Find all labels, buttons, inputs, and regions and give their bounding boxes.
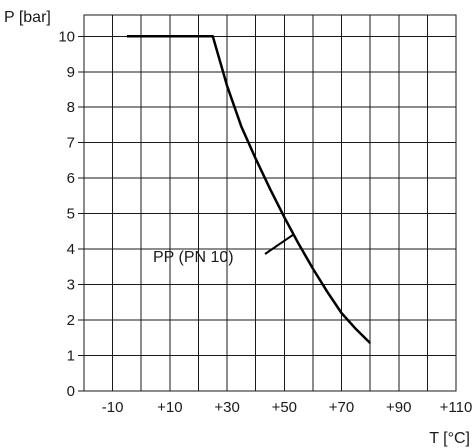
y-tick-label: 8 bbox=[67, 99, 75, 116]
y-tick-label: 10 bbox=[58, 28, 75, 45]
y-tick-label: 6 bbox=[67, 170, 75, 187]
y-axis-ticks: 0 1 2 3 4 5 6 7 8 9 10 bbox=[58, 28, 84, 400]
y-tick-label: 5 bbox=[67, 206, 75, 223]
grid bbox=[84, 15, 456, 391]
x-tick-label: +10 bbox=[157, 399, 182, 416]
series-label: PP (PN 10) bbox=[153, 249, 234, 266]
x-axis-title: T [°C] bbox=[429, 430, 470, 447]
y-tick-label: 1 bbox=[67, 348, 75, 365]
y-tick-label: 0 bbox=[67, 383, 75, 400]
x-tick-label: +30 bbox=[214, 399, 239, 416]
y-tick-label: 7 bbox=[67, 135, 75, 152]
series-line bbox=[127, 36, 370, 343]
x-axis-ticks: -10 +10 +30 +50 +70 +90 +110 bbox=[102, 399, 473, 416]
y-tick-label: 3 bbox=[67, 277, 75, 294]
x-tick-label: +110 bbox=[440, 399, 473, 416]
y-tick-label: 2 bbox=[67, 312, 75, 329]
x-tick-label: +70 bbox=[329, 399, 354, 416]
y-tick-label: 9 bbox=[67, 64, 75, 81]
series-label-leader bbox=[265, 235, 293, 254]
x-tick-label: +90 bbox=[386, 399, 411, 416]
series bbox=[127, 36, 370, 343]
x-tick-label: +50 bbox=[272, 399, 297, 416]
y-axis-title: P [bar] bbox=[4, 9, 51, 26]
y-tick-label: 4 bbox=[67, 241, 75, 258]
x-tick-label: -10 bbox=[102, 399, 124, 416]
